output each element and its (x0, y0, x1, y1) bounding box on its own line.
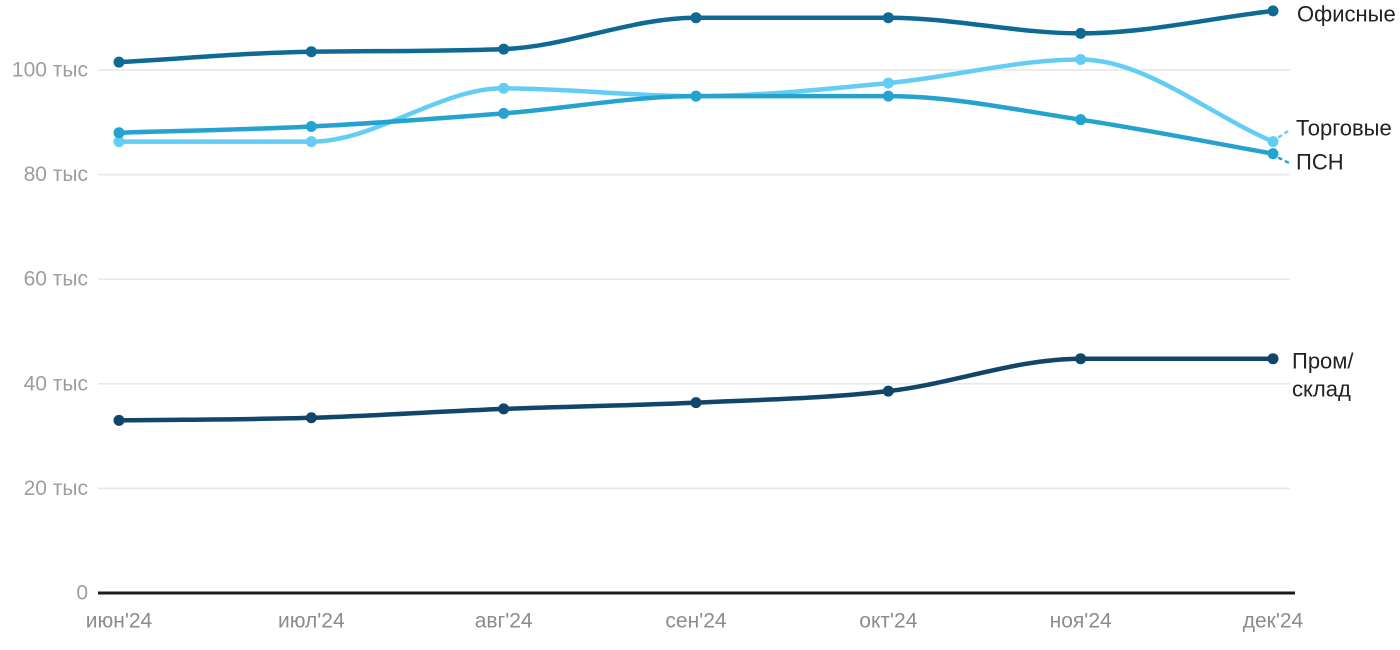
data-point-marker[interactable] (113, 127, 125, 139)
series-line (116, 356, 1276, 423)
data-point-marker[interactable] (1075, 114, 1087, 126)
data-point-marker[interactable] (498, 403, 510, 415)
data-point-marker[interactable] (1075, 54, 1087, 66)
data-point-marker[interactable] (1267, 5, 1279, 17)
data-point-marker[interactable] (305, 120, 317, 132)
data-point-marker[interactable] (113, 136, 125, 148)
data-point-marker[interactable] (305, 136, 317, 148)
y-tick-label: 0 (76, 582, 88, 605)
y-tick-label: 80 тыс (24, 163, 88, 186)
data-point-marker[interactable] (1075, 353, 1087, 365)
series-label: склад (1292, 377, 1351, 402)
y-tick-label: 20 тыс (24, 477, 88, 500)
data-point-marker[interactable] (1075, 27, 1087, 39)
x-tick-label: июн'24 (86, 610, 153, 633)
series-label: Офисные (1297, 2, 1396, 27)
data-point-marker[interactable] (690, 90, 702, 102)
data-point-marker[interactable] (690, 12, 702, 24)
y-tick-label: 100 тыс (12, 59, 88, 82)
data-point-marker[interactable] (305, 412, 317, 424)
data-point-marker[interactable] (498, 43, 510, 55)
data-point-marker[interactable] (1267, 148, 1279, 160)
x-tick-label: авг'24 (475, 610, 533, 633)
series-label: Пром/ (1292, 349, 1354, 374)
y-tick-label: 40 тыс (24, 372, 88, 395)
label-connector-line (1277, 156, 1293, 166)
x-tick-label: сен'24 (665, 610, 726, 633)
label-connector-line (1277, 127, 1293, 139)
data-point-marker[interactable] (882, 77, 894, 89)
data-point-marker[interactable] (113, 56, 125, 68)
data-point-marker[interactable] (882, 90, 894, 102)
x-tick-label: июл'24 (278, 610, 345, 633)
data-point-marker[interactable] (882, 385, 894, 397)
data-point-marker[interactable] (1267, 136, 1279, 148)
data-point-marker[interactable] (690, 397, 702, 409)
data-point-marker[interactable] (113, 414, 125, 426)
series-label: ПСН (1296, 150, 1344, 175)
data-point-marker[interactable] (498, 107, 510, 119)
x-tick-label: окт'24 (859, 610, 917, 633)
series-label: Торговые (1296, 116, 1392, 141)
series-line (116, 93, 1276, 156)
x-tick-label: дек'24 (1243, 610, 1304, 633)
data-point-marker[interactable] (882, 12, 894, 24)
data-point-marker[interactable] (305, 46, 317, 58)
y-tick-label: 60 тыс (24, 268, 88, 291)
x-tick-label: ноя'24 (1050, 610, 1112, 633)
data-point-marker[interactable] (498, 82, 510, 94)
data-point-marker[interactable] (1267, 353, 1279, 365)
